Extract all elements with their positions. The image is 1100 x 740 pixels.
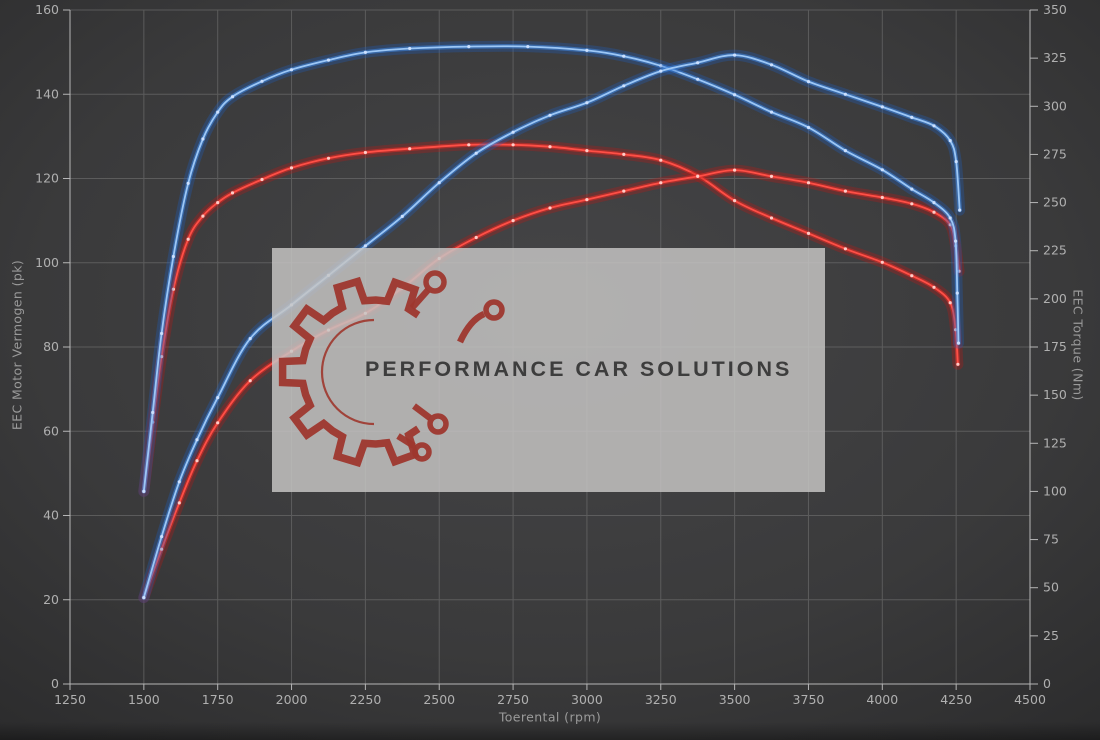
series-torque-stock-markers (142, 143, 960, 493)
svg-text:100: 100 (35, 255, 59, 270)
svg-text:160: 160 (35, 2, 59, 17)
svg-text:20: 20 (43, 592, 59, 607)
watermark: PERFORMANCE CAR SOLUTIONS (272, 248, 825, 492)
svg-text:3000: 3000 (571, 692, 603, 707)
svg-text:300: 300 (1043, 98, 1067, 113)
axes (63, 9, 1038, 690)
svg-text:150: 150 (1043, 387, 1067, 402)
svg-text:2250: 2250 (349, 692, 381, 707)
watermark-text: PERFORMANCE CAR SOLUTIONS (365, 357, 793, 381)
svg-text:60: 60 (43, 423, 59, 438)
svg-text:140: 140 (35, 86, 59, 101)
svg-text:2000: 2000 (276, 692, 308, 707)
svg-text:0: 0 (1043, 676, 1051, 691)
svg-text:250: 250 (1043, 195, 1067, 210)
svg-text:4500: 4500 (1014, 692, 1046, 707)
axis-tick-labels: 0 20 40 60 80 100 120 140 160 0 25 50 75 100 125 150 175… (35, 2, 1067, 707)
svg-text:40: 40 (43, 508, 59, 523)
series-power-stock (138, 164, 965, 604)
svg-text:100: 100 (1043, 483, 1067, 498)
svg-text:80: 80 (43, 339, 59, 354)
series-torque-stock (138, 138, 964, 497)
svg-text:25: 25 (1043, 628, 1059, 643)
svg-text:125: 125 (1043, 435, 1067, 450)
series-torque-tuned (138, 40, 964, 497)
svg-text:200: 200 (1043, 291, 1067, 306)
svg-text:4250: 4250 (940, 692, 972, 707)
svg-text:1500: 1500 (128, 692, 160, 707)
svg-text:4000: 4000 (866, 692, 898, 707)
svg-text:75: 75 (1043, 532, 1059, 547)
svg-text:2750: 2750 (497, 692, 529, 707)
gear-logo-icon (278, 270, 505, 468)
svg-text:325: 325 (1043, 50, 1067, 65)
svg-text:0: 0 (51, 676, 59, 691)
series-torque-tuned-markers (142, 45, 961, 493)
svg-text:1750: 1750 (202, 692, 234, 707)
svg-text:175: 175 (1043, 339, 1067, 354)
svg-text:1250: 1250 (54, 692, 86, 707)
svg-text:50: 50 (1043, 580, 1059, 595)
svg-text:225: 225 (1043, 243, 1067, 258)
svg-text:350: 350 (1043, 2, 1067, 17)
svg-text:2500: 2500 (423, 692, 455, 707)
svg-text:275: 275 (1043, 146, 1067, 161)
svg-text:3500: 3500 (719, 692, 751, 707)
svg-text:3750: 3750 (793, 692, 825, 707)
svg-text:120: 120 (35, 171, 59, 186)
svg-text:3250: 3250 (645, 692, 677, 707)
series-power-tuned (138, 49, 966, 604)
